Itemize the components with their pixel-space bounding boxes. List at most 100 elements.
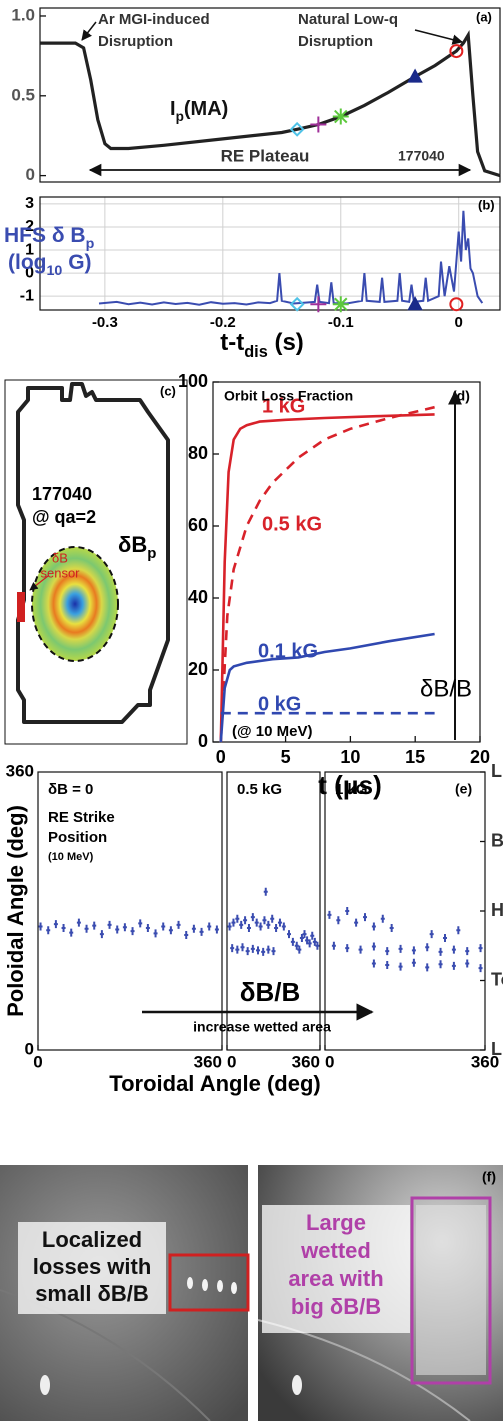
caption: losses with: [33, 1254, 152, 1279]
plot-frame: [39, 7, 501, 183]
strike-point: [331, 941, 336, 950]
marker-diamond: [289, 121, 305, 137]
annotation-part: G): [62, 251, 91, 274]
strike-point: [38, 922, 43, 931]
strike-point: [451, 945, 456, 954]
y2-tick-label: Bot: [491, 830, 503, 850]
y-tick-label: 1.0: [11, 5, 35, 24]
x-axis-label: Toroidal Angle (deg): [109, 1071, 320, 1096]
strike-point: [53, 920, 58, 929]
x-tick-label: 0: [33, 1052, 42, 1071]
debris: [40, 1375, 50, 1395]
curve-label: 0.5 kG: [262, 513, 322, 535]
y-tick-label: 0: [25, 264, 34, 281]
strike-point: [271, 947, 276, 956]
strike-point: [227, 922, 232, 931]
x-tick-label: 0: [227, 1052, 236, 1071]
strike-point: [425, 963, 430, 972]
strike-point: [107, 920, 112, 929]
strike-point: [262, 916, 267, 925]
strike-point: [438, 947, 443, 956]
caption: big δB/B: [291, 1294, 381, 1319]
y-tick-label: 100: [178, 371, 208, 391]
debris: [292, 1375, 302, 1395]
strike-point: [235, 945, 240, 954]
y-tick-label: 20: [188, 659, 208, 679]
strike-point: [245, 947, 250, 956]
curve-label: 1 kG: [262, 395, 305, 417]
dbp-line: [98, 210, 484, 306]
strike-point: [161, 922, 166, 931]
strike-point: [76, 918, 81, 927]
x-axis-label-part: (s): [268, 329, 304, 356]
strike-point: [243, 916, 248, 925]
strike-point: [207, 922, 212, 931]
strike-point: [354, 918, 359, 927]
x-tick-label: 0: [216, 747, 226, 767]
strike-point: [231, 918, 236, 927]
ip-label: Ip(MA): [170, 98, 228, 124]
y-tick-label: 40: [188, 587, 208, 607]
strike-point: [345, 944, 350, 953]
strike-point: [261, 947, 266, 956]
strike-point: [184, 930, 189, 939]
annotation-part: 10: [46, 263, 62, 279]
strike-point: [263, 887, 268, 896]
y-tick-label: 3: [25, 195, 34, 212]
caption: small δB/B: [35, 1281, 149, 1306]
annotation: Disruption: [98, 33, 173, 50]
annotation: HFS δ Bp: [4, 224, 95, 252]
note: (@ 10 MeV): [232, 723, 312, 740]
strike-point: [411, 958, 416, 967]
x-axis-label: t (μs): [318, 770, 382, 800]
hot-spot: [202, 1279, 208, 1291]
y-tick-label: -1: [20, 287, 34, 304]
panel-title: 1 kG: [335, 781, 368, 798]
ip-label-part: I: [170, 98, 176, 120]
hot-spot: [187, 1277, 193, 1289]
annotation: RE Plateau: [221, 146, 310, 165]
x-axis-label-part: t-t: [220, 329, 244, 356]
annotation-part: HFS δ B: [4, 224, 86, 247]
strike-point: [46, 926, 51, 935]
strike-point: [122, 923, 127, 932]
strike-point: [84, 924, 89, 933]
strike-point: [465, 959, 470, 968]
panel-label: (e): [455, 781, 472, 797]
annotation: Disruption: [298, 33, 373, 50]
annotation-part: (log: [8, 251, 46, 274]
strike-point: [315, 941, 320, 950]
strike-point: [176, 920, 181, 929]
strike-point: [312, 937, 317, 946]
strike-point: [456, 926, 461, 935]
strike-point: [345, 907, 350, 915]
strike-point: [297, 945, 302, 954]
strike-point: [310, 931, 315, 940]
x-tick-label: 20: [470, 747, 490, 767]
y-axis-label: Poloidal Angle (deg): [3, 805, 28, 1017]
caption: wetted: [300, 1238, 371, 1263]
caption: area with: [288, 1266, 383, 1291]
strike-point: [398, 944, 403, 953]
shot-label: 177040: [32, 484, 92, 504]
strike-point: [438, 960, 443, 969]
strike-point: [199, 927, 204, 936]
strike-point: [281, 922, 286, 931]
marker-plus: [310, 116, 327, 133]
arrow: [29, 575, 49, 591]
strike-point: [465, 947, 470, 956]
arrow: [81, 21, 97, 41]
y-tick-label: 360: [6, 761, 34, 780]
annotation: Natural Low-q: [298, 11, 398, 28]
strike-point: [389, 923, 394, 932]
strike-point: [429, 930, 434, 939]
strike-point: [302, 930, 307, 939]
marker-circle: [449, 297, 464, 312]
strike-point: [385, 961, 390, 970]
field-label-part: p: [147, 545, 156, 562]
loss-curve: [219, 632, 435, 743]
strike-point: [425, 943, 430, 952]
plot-frame: [226, 771, 321, 1051]
strike-point: [478, 944, 483, 953]
marker-triangle: [407, 68, 423, 83]
